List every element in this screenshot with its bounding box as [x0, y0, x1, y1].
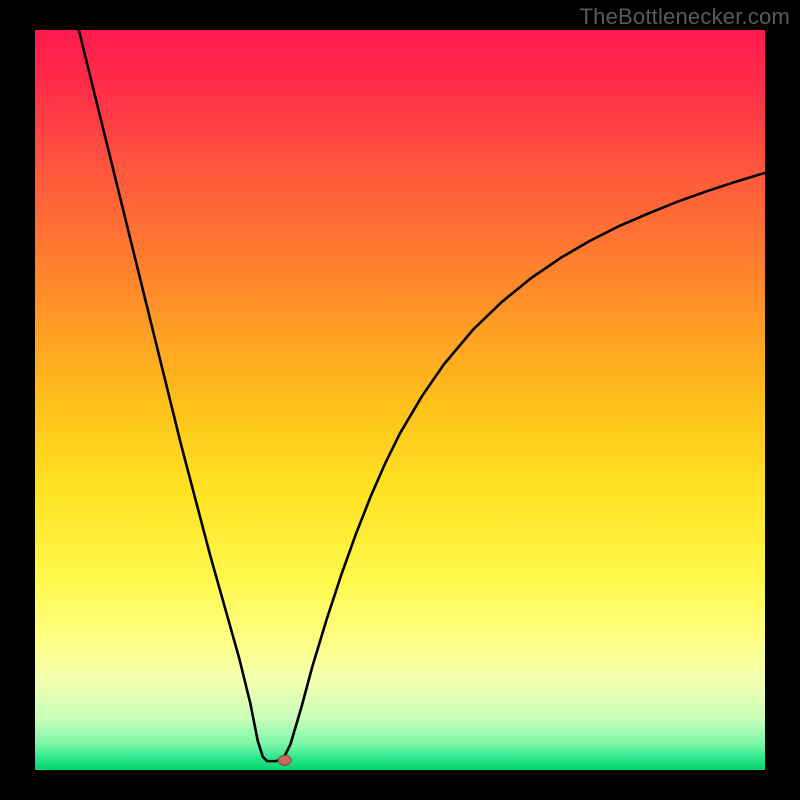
plot-background — [35, 30, 765, 770]
chart-container: TheBottlenecker.com — [0, 0, 800, 800]
watermark-label: TheBottlenecker.com — [580, 4, 790, 30]
bottleneck-chart — [0, 0, 800, 800]
optimal-point-marker — [278, 755, 291, 765]
